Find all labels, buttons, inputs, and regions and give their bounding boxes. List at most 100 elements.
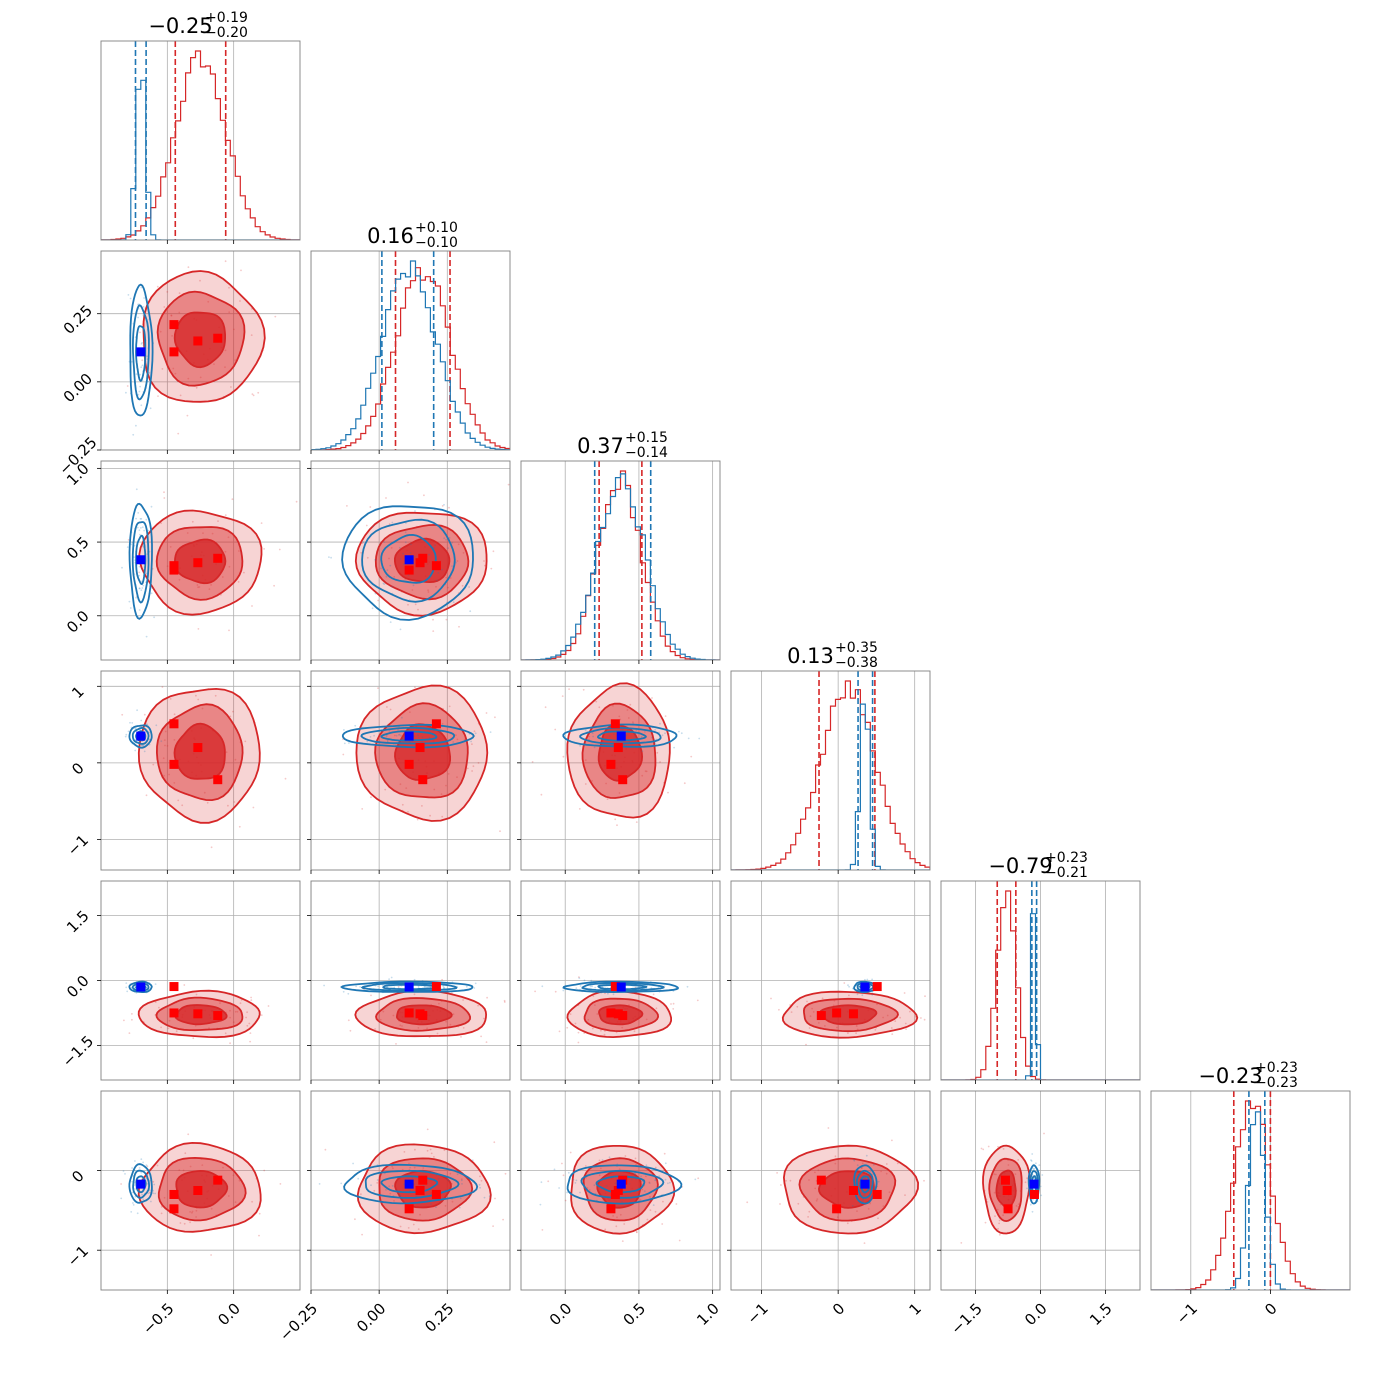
sample-point bbox=[156, 1164, 159, 1167]
panel-frame bbox=[100, 670, 301, 871]
sample-point bbox=[451, 1200, 454, 1203]
sample-point bbox=[417, 1027, 420, 1029]
panel-plot-area bbox=[521, 461, 720, 660]
contour-line bbox=[1027, 1164, 1041, 1205]
sample-point bbox=[457, 543, 460, 546]
truth-marker bbox=[1029, 1179, 1039, 1189]
sample-point bbox=[146, 355, 148, 358]
sample-point bbox=[672, 1002, 675, 1005]
panel-5-5: −0.23+0.23−0.23 −1 0 bbox=[1150, 1060, 1351, 1328]
red-marker bbox=[213, 775, 223, 785]
sample-point bbox=[905, 1028, 907, 1030]
contour-filled bbox=[819, 1004, 878, 1026]
histogram-series-0 bbox=[941, 890, 1140, 1080]
sample-point bbox=[486, 996, 488, 999]
sample-point bbox=[614, 818, 617, 821]
sample-point bbox=[1007, 1164, 1010, 1166]
sample-point bbox=[137, 316, 140, 319]
sample-point bbox=[142, 316, 145, 318]
sample-point bbox=[598, 1174, 601, 1177]
sample-point bbox=[470, 740, 472, 743]
sample-point bbox=[612, 1215, 614, 1217]
sample-point bbox=[465, 985, 468, 988]
sample-point bbox=[210, 1254, 213, 1256]
sample-point bbox=[397, 985, 400, 988]
red-marker bbox=[606, 759, 616, 769]
sample-point bbox=[150, 1200, 152, 1203]
x-tick-label: 0.00 bbox=[353, 1300, 389, 1336]
sample-point bbox=[746, 1201, 749, 1204]
sample-point bbox=[443, 503, 445, 506]
sample-point bbox=[578, 976, 580, 978]
sample-point bbox=[606, 798, 609, 800]
sample-point bbox=[644, 770, 647, 773]
sample-point bbox=[460, 1179, 463, 1182]
sample-point bbox=[189, 1165, 192, 1168]
sample-point bbox=[208, 1027, 210, 1029]
sample-point bbox=[861, 1200, 864, 1202]
sample-point bbox=[244, 740, 247, 743]
sample-point bbox=[436, 579, 438, 582]
sample-point bbox=[197, 628, 200, 630]
sample-point bbox=[138, 587, 141, 590]
truth-marker bbox=[860, 982, 870, 992]
sample-point bbox=[224, 550, 227, 553]
sample-point bbox=[263, 1169, 266, 1172]
sample-point bbox=[134, 1160, 136, 1162]
sample-point bbox=[274, 315, 277, 318]
x-tick-label: −1 bbox=[1173, 1300, 1201, 1328]
sample-point bbox=[484, 564, 486, 567]
sample-point bbox=[1002, 1148, 1005, 1150]
panel-3-3: 0.13 +0.35−0.38 bbox=[730, 640, 931, 874]
sample-point bbox=[445, 784, 447, 787]
sample-point bbox=[238, 825, 241, 828]
sample-point bbox=[246, 1011, 249, 1014]
sample-point bbox=[435, 585, 437, 588]
sample-point bbox=[471, 1159, 474, 1162]
contour-line bbox=[132, 1169, 151, 1199]
sample-point bbox=[1026, 1177, 1028, 1180]
sample-point bbox=[637, 1187, 640, 1189]
sample-point bbox=[448, 506, 450, 509]
sample-point bbox=[430, 1203, 432, 1205]
panel-plot-area bbox=[311, 461, 510, 669]
panel-2-2: 0.37 +0.15−0.14 bbox=[520, 430, 721, 664]
sample-point bbox=[140, 589, 143, 591]
sample-point bbox=[173, 713, 176, 716]
sample-point bbox=[150, 592, 153, 595]
sample-point bbox=[224, 1032, 227, 1035]
sample-point bbox=[132, 433, 135, 436]
sample-point bbox=[479, 1175, 481, 1178]
sample-point bbox=[416, 818, 419, 821]
panel-1-1: 0.16 +0.10−0.10 bbox=[310, 220, 511, 454]
sample-point bbox=[882, 1016, 884, 1019]
sample-point bbox=[1040, 1194, 1043, 1197]
sample-point bbox=[392, 667, 394, 669]
contour-line bbox=[580, 1169, 665, 1199]
red-marker bbox=[213, 333, 223, 343]
sample-point bbox=[249, 1032, 252, 1034]
sample-point bbox=[210, 584, 213, 586]
sample-point bbox=[239, 1002, 242, 1005]
sample-point bbox=[152, 1192, 155, 1195]
sample-point bbox=[182, 1169, 185, 1172]
sample-point bbox=[393, 1200, 395, 1202]
y-tick-label: 1 bbox=[68, 683, 87, 702]
sample-point bbox=[195, 386, 198, 389]
sample-point bbox=[186, 414, 189, 417]
sample-point bbox=[471, 770, 473, 772]
red-marker bbox=[610, 982, 620, 992]
sample-point bbox=[138, 587, 141, 590]
sample-point bbox=[866, 978, 869, 981]
sample-point bbox=[206, 801, 209, 804]
sample-point bbox=[138, 390, 141, 393]
sample-point bbox=[502, 1218, 504, 1221]
y-tick-label: 0.5 bbox=[63, 533, 93, 563]
sample-point bbox=[402, 736, 404, 739]
x-tick-label: 0.0 bbox=[1021, 1300, 1051, 1330]
sample-point bbox=[449, 577, 452, 579]
sample-point bbox=[178, 292, 181, 294]
sample-point bbox=[134, 749, 137, 752]
sample-point bbox=[391, 1185, 394, 1187]
sample-point bbox=[648, 1182, 651, 1185]
